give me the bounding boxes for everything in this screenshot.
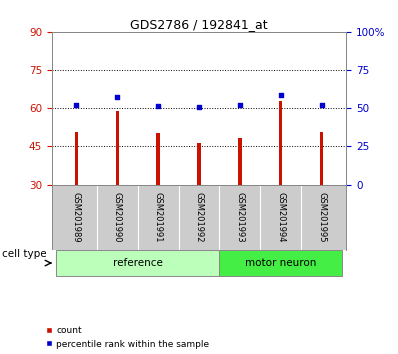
Text: GSM201992: GSM201992 [195, 192, 203, 242]
Bar [115, 111, 119, 184]
Bar [279, 101, 283, 184]
Point [155, 103, 161, 109]
Text: reference: reference [113, 258, 162, 268]
Point [237, 102, 243, 108]
Point [114, 94, 120, 99]
Legend: count, percentile rank within the sample: count, percentile rank within the sample [44, 325, 210, 349]
Bar [320, 132, 323, 184]
Text: GSM201995: GSM201995 [317, 192, 326, 242]
Point [196, 104, 202, 109]
Title: GDS2786 / 192841_at: GDS2786 / 192841_at [130, 18, 268, 31]
Text: GSM201989: GSM201989 [72, 192, 81, 242]
Bar [156, 133, 160, 184]
Bar [75, 132, 78, 184]
Text: GSM201990: GSM201990 [113, 192, 122, 242]
Point [73, 102, 80, 108]
Text: cell type: cell type [2, 249, 47, 259]
Text: GSM201993: GSM201993 [235, 192, 244, 242]
Bar [56, 251, 219, 276]
Point [318, 102, 325, 108]
Text: GSM201991: GSM201991 [154, 192, 163, 242]
Bar [197, 143, 201, 184]
Point [278, 92, 284, 98]
Text: motor neuron: motor neuron [245, 258, 316, 268]
Text: GSM201994: GSM201994 [276, 192, 285, 242]
Bar [238, 138, 242, 184]
Bar [219, 251, 342, 276]
